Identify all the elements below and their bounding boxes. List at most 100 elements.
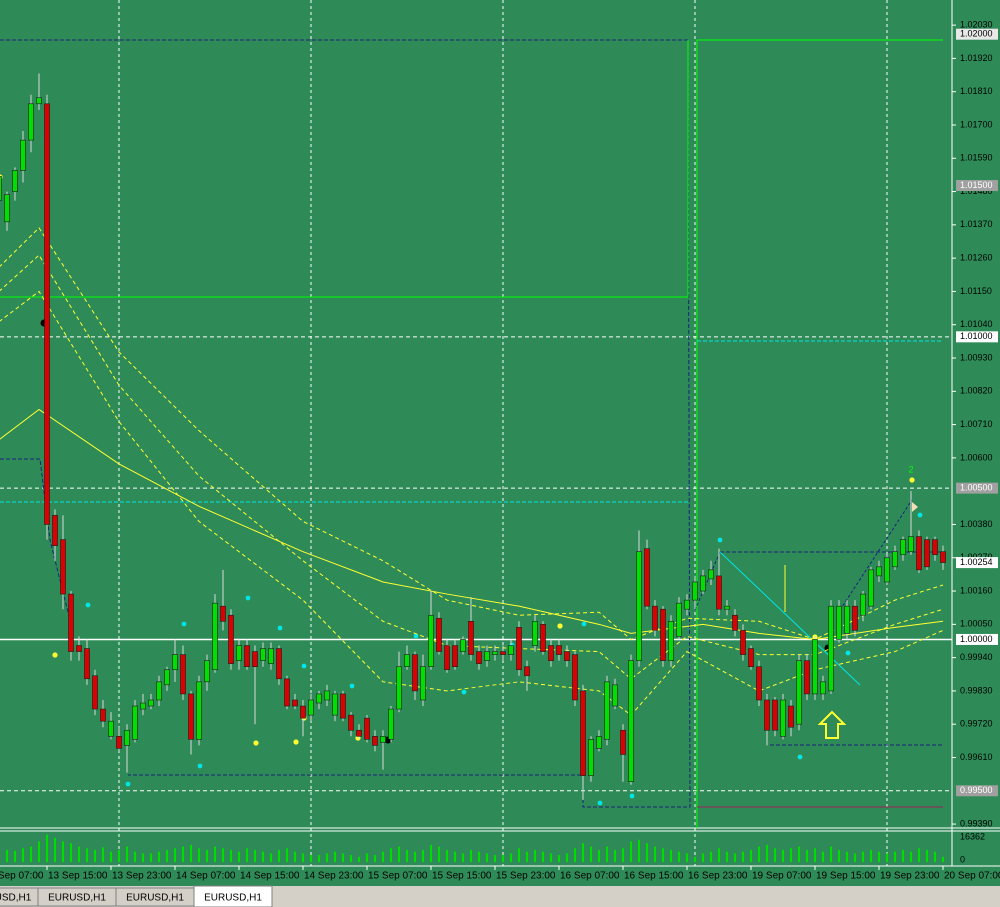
price-box-label: 1.01000 (960, 331, 993, 341)
y-tick-label: 1.00710 (960, 419, 993, 429)
candle-body (812, 639, 818, 695)
candle-body (844, 605, 850, 634)
candle-body (756, 666, 762, 701)
tab-label[interactable]: USD,H1 (0, 893, 32, 904)
x-tick-label: 19 Sep 15:00 (816, 871, 876, 882)
candle-body (508, 645, 514, 655)
candle-body (220, 605, 226, 622)
price-box-label: 1.02000 (960, 29, 993, 39)
tab-label[interactable]: EURUSD,H1 (204, 893, 262, 904)
candle-body (548, 645, 554, 661)
candle-body (564, 651, 570, 661)
candle-body (716, 575, 722, 610)
candle-body (444, 645, 450, 671)
candle-body (156, 681, 162, 701)
candle-body (420, 666, 426, 701)
candle-body (764, 699, 770, 731)
indicator-line (0, 227, 944, 641)
y-tick-label: 1.00050 (960, 619, 993, 629)
candle-body (52, 515, 58, 546)
candle-body (628, 660, 634, 782)
y-tick-label: 1.00380 (960, 519, 993, 529)
candle-body (228, 614, 234, 664)
candle-body (876, 566, 882, 577)
candle-body (436, 617, 442, 652)
arrow-marker (912, 502, 918, 512)
candle-body (828, 605, 834, 692)
candle-body (700, 575, 706, 592)
y-tick-label: 0.99830 (960, 685, 993, 695)
candle-body (28, 103, 34, 141)
candle-body (924, 539, 930, 568)
x-tick-label: 16 Sep 15:00 (624, 871, 684, 882)
y-tick-label: 1.00160 (960, 585, 993, 595)
candle-body (60, 539, 66, 595)
tab[interactable]: EURUSD,H1 (37, 887, 117, 907)
candle-body (292, 699, 298, 707)
y-tick-label: 1.00930 (960, 352, 993, 362)
x-tick-label: 14 Sep 23:00 (304, 871, 364, 882)
candle-body (124, 729, 130, 746)
candle-body (580, 690, 586, 776)
x-tick-label: 14 Sep 15:00 (240, 871, 300, 882)
candle-body (340, 693, 346, 719)
candle-body (4, 194, 10, 223)
candle-body (428, 614, 434, 667)
x-tick-label: 15 Sep 23:00 (496, 871, 556, 882)
candle-body (380, 736, 386, 743)
price-box (956, 785, 998, 797)
candle-body (588, 739, 594, 776)
x-tick-label: 15 Sep 15:00 (432, 871, 492, 882)
y-tick-label: 1.01370 (960, 219, 993, 229)
candle-body (396, 666, 402, 710)
candle-body (860, 593, 866, 616)
candle-body (452, 645, 458, 667)
x-tick-label: 20 Sep 07:00 (944, 871, 1000, 882)
candle-body (372, 736, 378, 746)
volume-tick-label: 16362 (960, 831, 985, 841)
x-tick-label: 13 Sep 07:00 (0, 871, 44, 882)
candle-body (708, 569, 714, 580)
candle-body (884, 557, 890, 583)
candle-body (500, 651, 506, 655)
candle-body (892, 551, 898, 568)
candle-body (668, 621, 674, 661)
y-tick-label: 1.00600 (960, 452, 993, 462)
tab-label[interactable]: EURUSD,H1 (48, 893, 106, 904)
candle-body (484, 651, 490, 661)
candle-body (36, 97, 42, 105)
y-tick-label: 1.02030 (960, 19, 993, 29)
candle-body (260, 648, 266, 661)
candle-body (908, 536, 914, 552)
candle-body (636, 551, 642, 661)
candle-body (932, 539, 938, 556)
x-tick-label: 15 Sep 07:00 (368, 871, 428, 882)
tab[interactable]: EURUSD,H1 (193, 885, 273, 907)
tab-shape[interactable] (193, 885, 273, 907)
candle-body (620, 729, 626, 755)
candle-body (164, 669, 170, 686)
y-tick-label: 1.00820 (960, 386, 993, 396)
y-tick-label: 1.01260 (960, 253, 993, 263)
drawing-objects (0, 39, 943, 828)
candle-body (252, 651, 258, 667)
indicator-line (0, 290, 944, 716)
candle-body (0, 176, 2, 201)
candle-body (644, 548, 650, 607)
tab[interactable]: EURUSD,H1 (115, 887, 195, 907)
tab[interactable]: USD,H1 (0, 887, 39, 907)
candle-body (196, 681, 202, 740)
candle-body (236, 645, 242, 661)
candle-body (724, 605, 730, 610)
candle-body (356, 729, 362, 737)
rectangle-object (0, 39, 691, 808)
candle-body (212, 602, 218, 671)
x-tick-label: 14 Sep 07:00 (176, 871, 236, 882)
price-box-label: 1.00254 (960, 557, 993, 567)
tab-label[interactable]: EURUSD,H1 (126, 893, 184, 904)
candle-body (516, 627, 522, 671)
x-tick-label: 16 Sep 07:00 (560, 871, 620, 882)
candle-body (404, 654, 410, 667)
candle-body (324, 690, 330, 701)
candle-body (804, 660, 810, 695)
